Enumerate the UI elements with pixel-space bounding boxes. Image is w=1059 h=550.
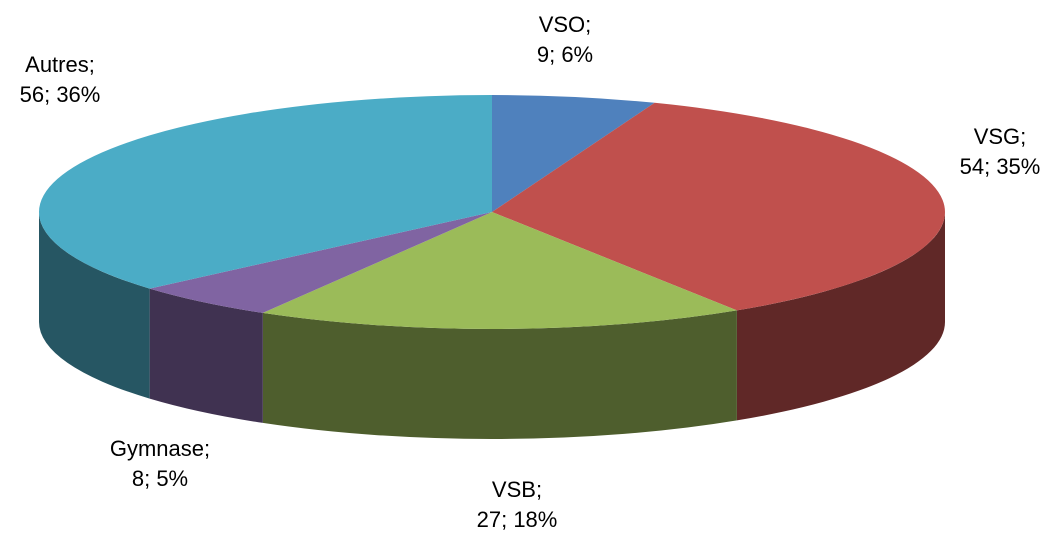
pie-side <box>262 310 737 439</box>
pie-slice <box>492 102 945 311</box>
data-label-value: 8; 5% <box>132 466 188 491</box>
data-label-value: 56; 36% <box>20 82 101 107</box>
pie-slice <box>262 212 737 330</box>
data-label-category: VSO; <box>539 12 592 37</box>
data-label-value: 9; 6% <box>537 42 593 67</box>
pie-side <box>736 212 945 421</box>
pie-slice <box>38 95 493 289</box>
data-label-category: Gymnase; <box>110 436 210 461</box>
pie-side <box>39 212 150 399</box>
data-label-value: 54; 35% <box>960 154 1041 179</box>
data-label-category: VSB; <box>492 477 542 502</box>
data-label-value: 27; 18% <box>477 507 558 532</box>
pie-slice <box>149 212 492 313</box>
data-label-category: VSG; <box>974 124 1027 149</box>
pie-slice <box>492 95 655 212</box>
pie-side <box>149 288 263 423</box>
data-label-category: Autres; <box>25 52 95 77</box>
